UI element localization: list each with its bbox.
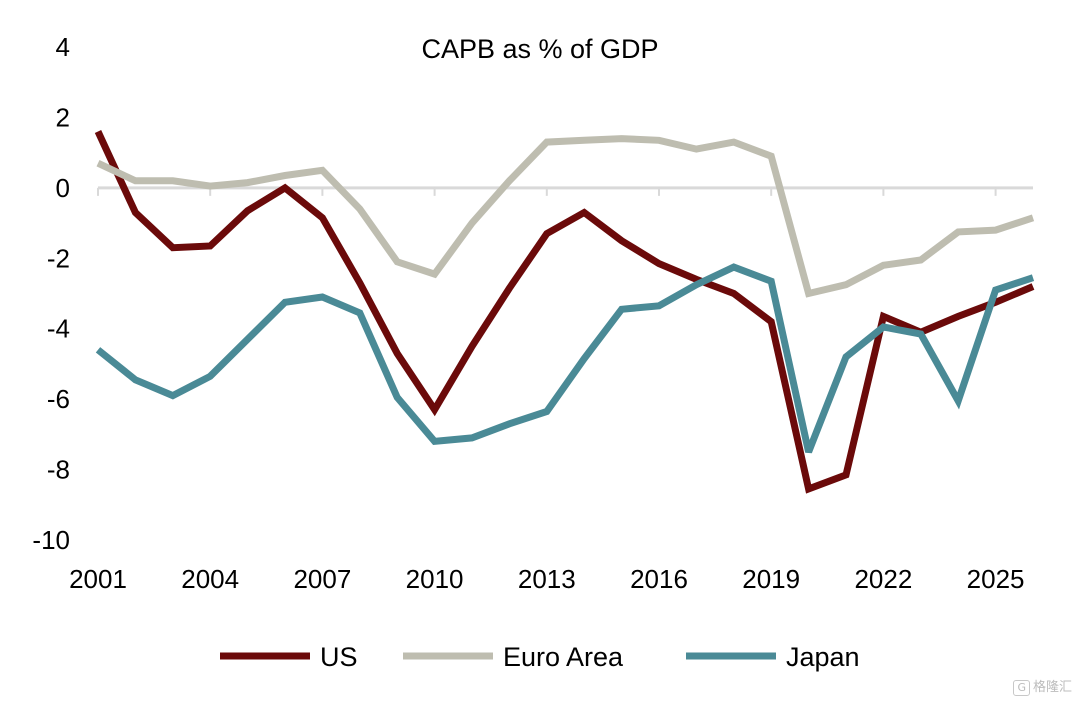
x-tick-label: 2001	[69, 564, 127, 594]
x-tick-label: 2007	[293, 564, 351, 594]
legend: US Euro Area Japan	[220, 642, 860, 672]
x-axis-tick-labels: 2001 2004 2007 2010 2013 2016 2019 2022 2025	[69, 564, 1024, 594]
x-tick-label: 2025	[967, 564, 1025, 594]
watermark: G 格隆汇	[1013, 676, 1072, 696]
x-tick-label: 2022	[854, 564, 912, 594]
chart-title: CAPB as % of GDP	[421, 34, 658, 64]
series-line-euro-area	[96, 135, 1035, 298]
x-tick-label: 2019	[742, 564, 800, 594]
y-tick-label: -6	[47, 384, 70, 414]
y-tick-label: 4	[56, 32, 70, 62]
x-tick-label: 2010	[406, 564, 464, 594]
y-tick-label: -4	[47, 314, 70, 344]
legend-label-japan: Japan	[786, 642, 860, 672]
y-tick-label: -8	[47, 455, 70, 485]
x-tick-label: 2013	[518, 564, 576, 594]
y-tick-label: -2	[47, 243, 70, 273]
zero-line-group	[97, 186, 1033, 196]
x-tick-label: 2004	[181, 564, 239, 594]
y-axis-tick-labels: 4 2 0 -2 -4 -6 -8 -10	[32, 32, 70, 555]
series-line-japan	[95, 263, 1035, 454]
y-tick-label: 0	[56, 173, 70, 203]
y-tick-label: -10	[32, 525, 70, 555]
series-lines	[94, 130, 1035, 494]
y-tick-label: 2	[56, 102, 70, 132]
legend-label-euro-area: Euro Area	[503, 642, 624, 672]
legend-label-us: US	[320, 642, 358, 672]
x-tick-label: 2016	[630, 564, 688, 594]
watermark-text: 格隆汇	[1032, 680, 1072, 695]
series-line-us	[94, 130, 1035, 494]
watermark-logo-icon: G	[1013, 680, 1030, 696]
